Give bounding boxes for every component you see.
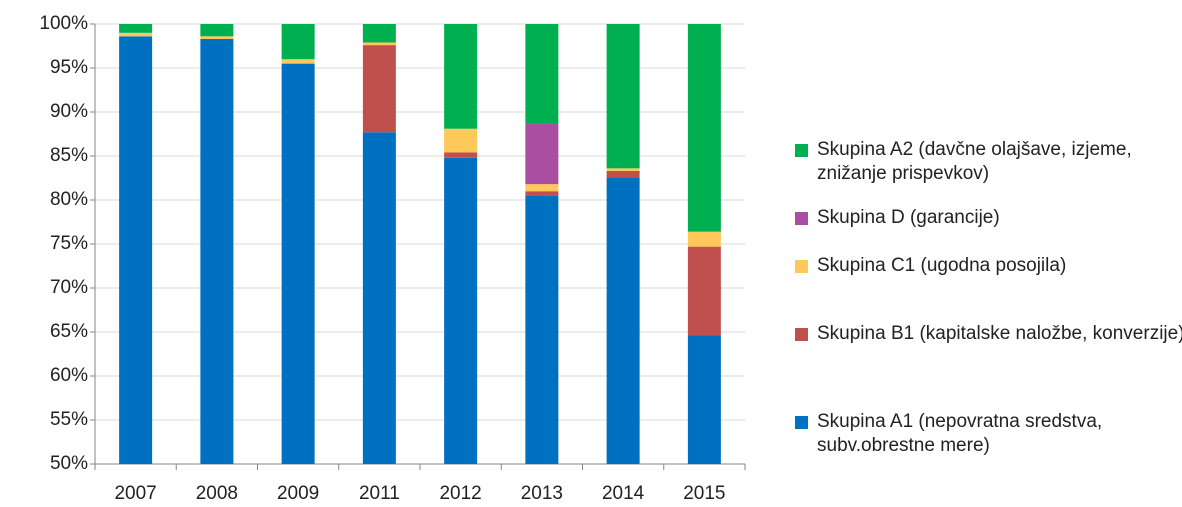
x-tick-label: 2015 — [683, 483, 725, 504]
bar-segment — [119, 32, 153, 37]
legend-item: Skupina A1 (nepovratna sredstva, subv.ob… — [795, 410, 1182, 458]
y-tick-label: 100% — [39, 13, 88, 34]
y-tick-label: 90% — [50, 101, 88, 122]
bar-segment — [687, 246, 721, 336]
legend-label: Skupina A2 (davčne olajšave, izjeme, zni… — [817, 139, 1132, 184]
bar-segment — [200, 24, 234, 37]
legend-label: Skupina B1 (kapitalske naložbe, konverzi… — [817, 323, 1182, 344]
bar-segment — [444, 152, 478, 158]
legend-swatch — [795, 144, 808, 157]
y-tick-label: 85% — [50, 145, 88, 166]
y-tick-label: 70% — [50, 277, 88, 298]
y-tick-label: 55% — [50, 409, 88, 430]
bar-segment — [606, 170, 640, 178]
bar-segment — [444, 24, 478, 129]
bar-segment — [362, 45, 396, 133]
bar-segment — [687, 231, 721, 247]
y-tick-label: 60% — [50, 365, 88, 386]
bar-segment — [525, 123, 559, 185]
y-tick-label: 80% — [50, 189, 88, 210]
legend-label: Skupina A1 (nepovratna sredstva, subv.ob… — [817, 411, 1103, 456]
x-tick-label: 2012 — [439, 483, 481, 504]
x-tick-label: 2011 — [359, 483, 400, 504]
x-tick-label: 2013 — [521, 483, 563, 504]
x-tick-label: 2014 — [602, 483, 645, 504]
legend-swatch — [795, 328, 808, 341]
bar-segment — [281, 63, 315, 464]
legend-item: Skupina C1 (ugodna posojila) — [795, 254, 1182, 278]
x-tick-label: 2007 — [114, 483, 156, 504]
bar-segment — [606, 24, 640, 169]
bar-segment — [281, 24, 315, 60]
bar-segment — [525, 24, 559, 124]
bar-segment — [119, 24, 153, 33]
y-tick-label: 75% — [50, 233, 88, 254]
bar-segment — [362, 132, 396, 465]
bar-segment — [200, 38, 234, 465]
bar-segment — [362, 24, 396, 43]
legend-swatch — [795, 416, 808, 429]
legend-swatch — [795, 260, 808, 273]
bar-segment — [362, 42, 396, 46]
bar-segment — [525, 195, 559, 464]
legend-item: Skupina D (garancije) — [795, 206, 1182, 230]
bar-segment — [281, 59, 315, 64]
x-tick-label: 2008 — [196, 483, 238, 504]
bar-segment — [606, 168, 640, 171]
y-tick-label: 95% — [50, 57, 88, 78]
legend-swatch — [795, 212, 808, 225]
bar-segment — [525, 191, 559, 196]
x-tick-label: 2009 — [277, 483, 319, 504]
bar-segment — [444, 128, 478, 153]
bar-segment — [525, 184, 559, 192]
bar-segment — [687, 335, 721, 464]
bar-segment — [687, 24, 721, 232]
bar-segment — [119, 36, 153, 464]
bar-segment — [200, 36, 234, 39]
y-tick-label: 50% — [50, 453, 88, 474]
bar-segment — [606, 178, 640, 464]
legend-item: Skupina A2 (davčne olajšave, izjeme, zni… — [795, 138, 1182, 186]
legend-label: Skupina D (garancije) — [817, 207, 1000, 228]
legend-item: Skupina B1 (kapitalske naložbe, konverzi… — [795, 322, 1182, 346]
legend-label: Skupina C1 (ugodna posojila) — [817, 255, 1067, 276]
y-tick-label: 65% — [50, 321, 88, 342]
bar-segment — [444, 157, 478, 464]
